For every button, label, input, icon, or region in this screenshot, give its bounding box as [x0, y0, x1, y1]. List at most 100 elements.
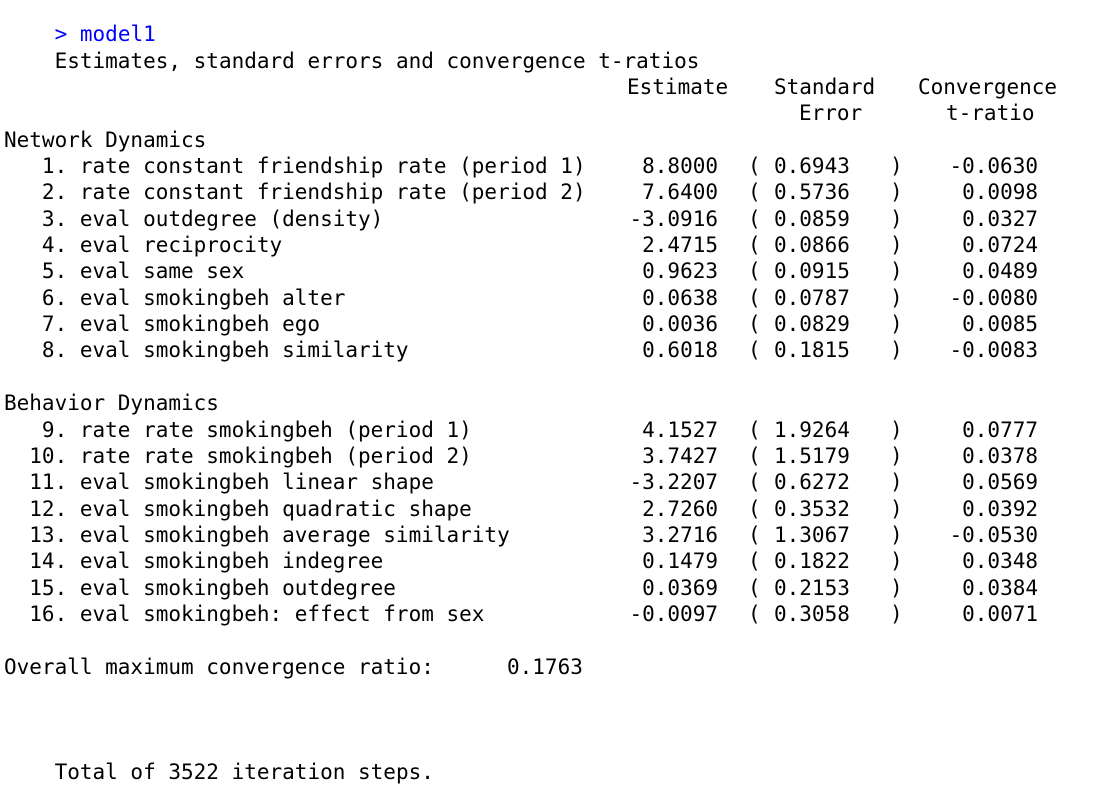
standard-error-value: 0.3058	[774, 601, 850, 626]
paren-close: )	[890, 285, 903, 310]
effect-label: 8. eval smokingbeh similarity	[4, 338, 409, 363]
paren-open: (	[748, 522, 761, 547]
effect-label: 2. rate constant friendship rate (period…	[4, 180, 586, 205]
estimate-value: 2.4715	[642, 233, 718, 258]
paren-close: )	[890, 522, 903, 547]
effect-label: 12. eval smokingbeh quadratic shape	[4, 496, 472, 521]
estimate-value: 0.0638	[642, 285, 718, 310]
standard-error-value: 0.6272	[774, 470, 850, 495]
standard-error-value: 1.9264	[774, 417, 850, 442]
paren-close: )	[890, 496, 903, 521]
t-ratio-value: 0.0489	[962, 259, 1038, 284]
paren-close: )	[890, 575, 903, 600]
standard-error-value: 0.0787	[774, 285, 850, 310]
estimate-value: 0.6018	[642, 338, 718, 363]
r-console-output[interactable]: > model1 Estimates, standard errors and …	[4, 0, 1099, 784]
table-row: 6. eval smokingbeh alter 0.0638 (0.0787) -0…	[4, 285, 1099, 311]
paren-open: (	[748, 549, 761, 574]
standard-error-value: 0.1822	[774, 549, 850, 574]
paren-close: )	[890, 154, 903, 179]
paren-open: (	[748, 233, 761, 258]
table-row: 1. rate constant friendship rate (period…	[4, 153, 1099, 179]
paren-open: (	[748, 601, 761, 626]
paren-close: )	[890, 470, 903, 495]
blank-line	[4, 48, 1099, 74]
paren-close: )	[890, 180, 903, 205]
estimate-value: -3.2207	[629, 470, 718, 495]
estimate-value: 0.1479	[642, 549, 718, 574]
effect-label: 11. eval smokingbeh linear shape	[4, 470, 434, 495]
prompt-command: model1	[79, 22, 156, 47]
t-ratio-value: 0.0071	[962, 601, 1038, 626]
t-ratio-value: 0.0085	[962, 312, 1038, 337]
standard-error-value: 0.2153	[774, 575, 850, 600]
estimate-value: 3.7427	[642, 443, 718, 468]
standard-error-value: 0.1815	[774, 338, 850, 363]
table-row: 2. rate constant friendship rate (period…	[4, 179, 1099, 205]
effect-label: 14. eval smokingbeh indegree	[4, 549, 384, 574]
output-title: Estimates, standard errors and convergen…	[54, 48, 700, 73]
blank-line	[4, 706, 1099, 732]
table-row: 4. eval reciprocity 2.4715 (0.0866) 0.0724	[4, 232, 1099, 258]
paren-open: (	[748, 338, 761, 363]
effect-label: 7. eval smokingbeh ego	[4, 312, 321, 337]
paren-close: )	[890, 312, 903, 337]
standard-error-value: 1.5179	[774, 443, 850, 468]
t-ratio-value: 0.0348	[962, 549, 1038, 574]
standard-error-value: 0.3532	[774, 496, 850, 521]
t-ratio-value: 0.0569	[962, 470, 1038, 495]
estimate-value: 8.8000	[642, 154, 718, 179]
standard-error-value: 0.0829	[774, 312, 850, 337]
paren-open: (	[748, 470, 761, 495]
paren-open: (	[748, 180, 761, 205]
paren-close: )	[890, 417, 903, 442]
table-row: 13. eval smokingbeh average similarity 3.…	[4, 522, 1099, 548]
t-ratio-value: 0.0392	[962, 496, 1038, 521]
estimate-value: 2.7260	[642, 496, 718, 521]
header-standard: Standard	[774, 75, 876, 100]
table-row: 10. rate rate smokingbeh (period 2) 3.742…	[4, 443, 1099, 469]
paren-open: (	[748, 575, 761, 600]
table-row: 14. eval smokingbeh indegree 0.1479 (0.182…	[4, 548, 1099, 574]
effect-label: 5. eval same sex	[4, 259, 245, 284]
blank-line	[4, 627, 1099, 653]
paren-open: (	[748, 259, 761, 284]
table-row: 16. eval smokingbeh: effect from sex -0.0…	[4, 601, 1099, 627]
table-row: 11. eval smokingbeh linear shape -3.2207 (…	[4, 469, 1099, 495]
paren-close: )	[890, 549, 903, 574]
overall-value: 0.1763	[507, 654, 583, 679]
estimate-value: 0.0369	[642, 575, 718, 600]
paren-open: (	[748, 206, 761, 231]
effect-label: 9. rate rate smokingbeh (period 1)	[4, 417, 472, 442]
command-line: > model1	[4, 0, 1099, 46]
t-ratio-value: -0.0630	[949, 154, 1038, 179]
paren-open: (	[748, 285, 761, 310]
paren-close: )	[890, 259, 903, 284]
effect-label: 15. eval smokingbeh outdegree	[4, 575, 396, 600]
effect-label: 16. eval smokingbeh: effect from sex	[4, 601, 485, 626]
table-row: 5. eval same sex 0.9623 (0.0915) 0.0489	[4, 258, 1099, 284]
t-ratio-value: -0.0530	[949, 522, 1038, 547]
paren-open: (	[748, 312, 761, 337]
blank-line	[4, 680, 1099, 706]
header-estimate: Estimate	[627, 75, 729, 100]
t-ratio-value: 0.0724	[962, 233, 1038, 258]
effect-label: 6. eval smokingbeh alter	[4, 285, 346, 310]
t-ratio-value: 0.0384	[962, 575, 1038, 600]
section-title: Network Dynamics	[4, 127, 207, 152]
table-row: 7. eval smokingbeh ego 0.0036 (0.0829) 0.00…	[4, 311, 1099, 337]
table-row: 3. eval outdegree (density) -3.0916 (0.085…	[4, 206, 1099, 232]
estimate-value: 4.1527	[642, 417, 718, 442]
overall-max-ratio: Overall maximum convergence ratio: 0.176…	[4, 654, 1099, 680]
header-t-ratio: t-ratio	[946, 101, 1035, 126]
section-title: Behavior Dynamics	[4, 391, 219, 416]
effect-label: 1. rate constant friendship rate (period…	[4, 154, 586, 179]
paren-open: (	[748, 417, 761, 442]
estimate-value: -0.0097	[629, 601, 718, 626]
overall-label: Overall maximum convergence ratio:	[4, 654, 434, 679]
table-row: 9. rate rate smokingbeh (period 1) 4.1527…	[4, 417, 1099, 443]
estimate-value: 3.2716	[642, 522, 718, 547]
standard-error-value: 0.0859	[774, 206, 850, 231]
table-row: 15. eval smokingbeh outdegree 0.0369 (0.21…	[4, 575, 1099, 601]
paren-open: (	[748, 496, 761, 521]
